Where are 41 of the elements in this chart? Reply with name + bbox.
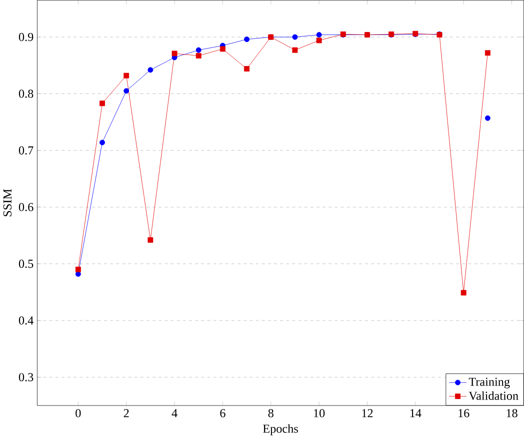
x-tick-label: 12 <box>362 409 373 418</box>
legend-label: Training <box>468 378 510 389</box>
x-tick-label: 6 <box>220 409 226 418</box>
point <box>196 48 202 54</box>
point <box>316 38 322 44</box>
point <box>292 34 298 40</box>
x-tick-label: 18 <box>506 409 518 418</box>
point <box>124 88 130 94</box>
y-tick-label: 0.3 <box>18 373 34 382</box>
x-tick-label: 4 <box>172 409 178 418</box>
point <box>148 237 154 243</box>
y-tick-label: 0.9 <box>18 33 34 42</box>
x-tick-label: 2 <box>124 409 129 418</box>
y-axis-title: SSIM <box>3 189 12 216</box>
y-tick-label: 0.4 <box>18 316 34 325</box>
legend-label: Validation <box>468 392 518 400</box>
x-tick-label: 14 <box>410 409 422 418</box>
y-tick-label: 0.7 <box>18 146 34 155</box>
point <box>244 36 250 42</box>
x-tick-label: 16 <box>458 409 470 418</box>
point <box>100 100 105 106</box>
x-tick-label: 10 <box>314 409 325 418</box>
point <box>148 67 154 73</box>
point <box>316 32 322 38</box>
point <box>484 116 490 122</box>
point <box>460 290 466 296</box>
point <box>244 66 250 72</box>
y-tick-label: 0.6 <box>18 203 34 212</box>
point <box>100 140 105 146</box>
x-tick-label: 8 <box>268 409 274 418</box>
point <box>220 46 226 52</box>
point <box>196 53 202 59</box>
point <box>292 48 298 54</box>
y-tick-label: 0.5 <box>18 260 34 268</box>
y-tick-label: 0.8 <box>18 90 34 98</box>
point <box>172 50 178 56</box>
point <box>124 73 130 79</box>
x-tick-label: 0 <box>76 409 81 418</box>
x-axis-title: Epochs <box>262 424 298 436</box>
point <box>484 50 490 56</box>
point <box>75 266 81 272</box>
